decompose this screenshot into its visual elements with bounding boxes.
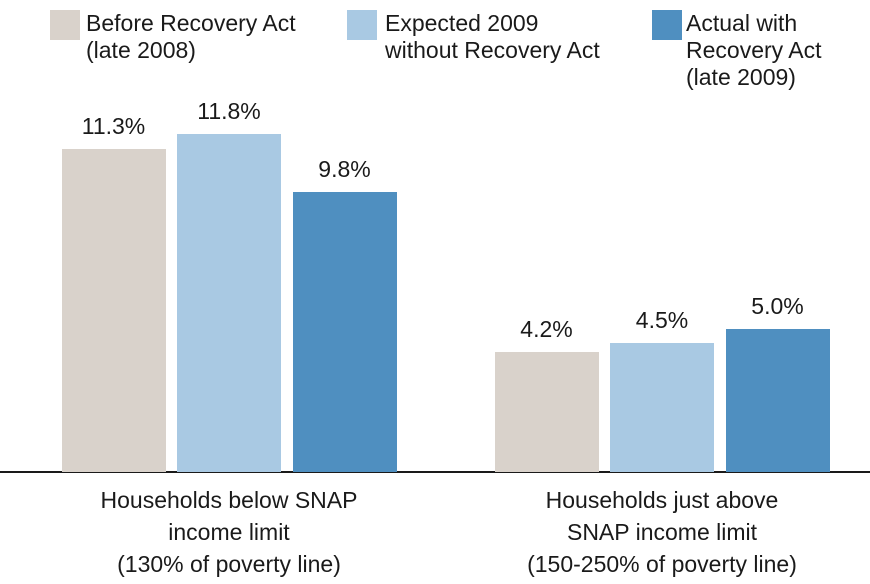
bar [177,134,281,472]
bar [610,343,714,472]
legend-text: Before Recovery Act (late 2008) [86,10,296,63]
value-label: 4.2% [520,315,573,342]
value-label: 11.8% [197,98,261,125]
legend-text: Expected 2009 without Recovery Act [385,10,600,63]
bar [725,328,830,472]
value-label: 5.0% [751,292,804,319]
bar [494,351,599,472]
x-axis-line [0,471,870,473]
value-label: 4.5% [635,307,689,334]
legend-swatch [50,10,80,40]
value-label: 9.8% [318,155,371,182]
x-tick-label: Households just above SNAP income limit … [527,487,797,577]
bar [61,148,166,472]
legend-text: Actual with Recovery Act (late 2009) [686,10,822,90]
bar [292,191,397,472]
legend-swatch [652,10,682,40]
x-tick-label: Households below SNAP income limit (130%… [100,487,358,577]
value-label: 11.3% [81,112,146,139]
legend-swatch [347,10,377,40]
